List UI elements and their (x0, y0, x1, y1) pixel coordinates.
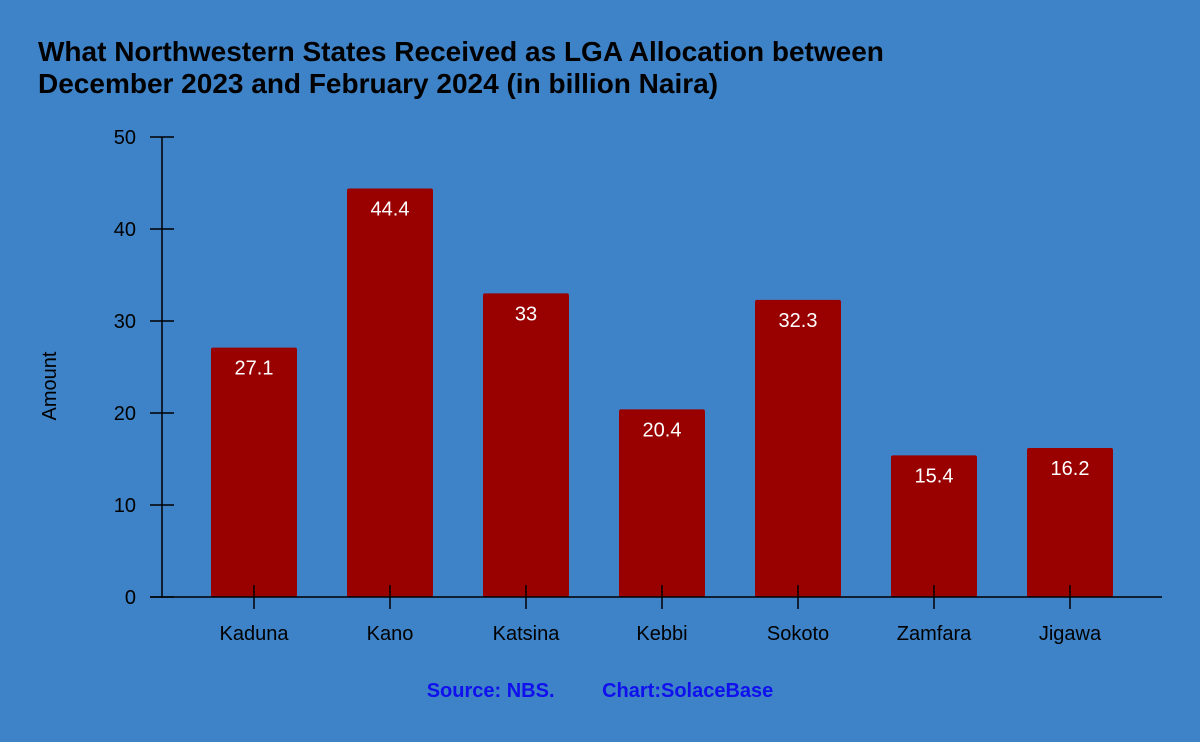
bar-zamfara (891, 455, 977, 597)
data-label-zamfara: 15.4 (915, 465, 954, 487)
source-text: Source: NBS. (426, 680, 555, 702)
chart-title: What Northwestern States Received as LGA… (38, 36, 1138, 100)
y-tick-label-50: 50 (114, 127, 136, 149)
y-tick-label-10: 10 (114, 495, 136, 517)
chart-title-line-2: December 2023 and February 2024 (in bill… (38, 68, 719, 99)
y-tick-label-20: 20 (114, 403, 136, 425)
y-axis-title: Amount (39, 351, 61, 420)
bar-katsina (483, 293, 569, 597)
data-label-katsina: 33 (515, 303, 537, 325)
x-tick-label-kano: Kano (367, 623, 414, 645)
credit-text: Chart:SolaceBase (602, 680, 774, 702)
bar-kano (347, 188, 433, 597)
x-tick-label-kaduna: Kaduna (220, 623, 290, 645)
y-tick-label-30: 30 (114, 311, 136, 333)
chart-title-line-1: What Northwestern States Received as LGA… (38, 36, 884, 67)
data-label-sokoto: 32.3 (779, 310, 818, 332)
x-tick-label-kebbi: Kebbi (636, 623, 687, 645)
bar-kebbi (619, 409, 705, 597)
x-tick-label-jigawa: Jigawa (1039, 623, 1102, 645)
data-label-kebbi: 20.4 (643, 419, 682, 441)
x-tick-label-katsina: Katsina (493, 623, 561, 645)
data-label-jigawa: 16.2 (1051, 458, 1090, 480)
data-label-kano: 44.4 (371, 199, 410, 221)
y-tick-label-40: 40 (114, 219, 136, 241)
bar-sokoto (755, 299, 841, 597)
chart-footer: Source: NBS. Chart:SolaceBase (0, 680, 1200, 703)
data-label-kaduna: 27.1 (235, 358, 274, 380)
bar-kaduna (211, 347, 297, 597)
y-tick-label-0: 0 (125, 587, 136, 609)
bar-jigawa (1027, 447, 1113, 597)
x-tick-label-zamfara: Zamfara (897, 623, 972, 645)
x-tick-label-sokoto: Sokoto (767, 623, 829, 645)
